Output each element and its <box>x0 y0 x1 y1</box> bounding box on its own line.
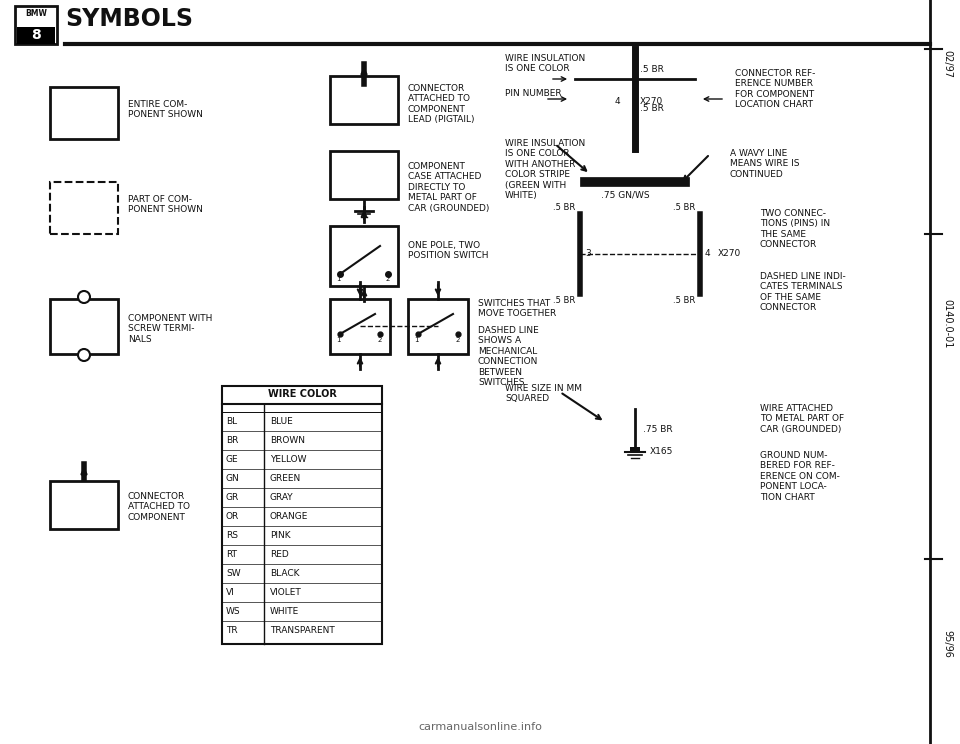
Text: CONNECTOR REF-
ERENCE NUMBER
FOR COMPONENT
LOCATION CHART: CONNECTOR REF- ERENCE NUMBER FOR COMPONE… <box>735 69 815 109</box>
Text: BLACK: BLACK <box>270 569 300 578</box>
Text: WS: WS <box>226 607 241 616</box>
Circle shape <box>78 349 90 361</box>
Bar <box>330 76 398 124</box>
Bar <box>50 299 118 354</box>
Text: A WAVY LINE
MEANS WIRE IS
CONTINUED: A WAVY LINE MEANS WIRE IS CONTINUED <box>730 149 800 179</box>
Circle shape <box>78 291 90 303</box>
Text: OR: OR <box>226 512 239 521</box>
Text: carmanualsonline.info: carmanualsonline.info <box>418 722 542 732</box>
Text: VIOLET: VIOLET <box>270 588 301 597</box>
Text: 02/97: 02/97 <box>942 50 952 78</box>
Text: .75 BR: .75 BR <box>643 425 673 434</box>
Text: TRANSPARENT: TRANSPARENT <box>270 626 335 635</box>
Text: .75 GN/WS: .75 GN/WS <box>601 191 649 200</box>
Text: 1: 1 <box>336 337 340 343</box>
Text: 1: 1 <box>414 337 419 343</box>
Text: WHITE: WHITE <box>270 607 300 616</box>
Bar <box>222 386 382 644</box>
Text: 4: 4 <box>614 97 620 106</box>
Text: 4: 4 <box>705 249 710 258</box>
Text: WIRE COLOR: WIRE COLOR <box>268 389 336 399</box>
Text: GRAY: GRAY <box>270 493 294 502</box>
Text: 0140.0-01: 0140.0-01 <box>942 299 952 349</box>
Bar <box>330 226 398 286</box>
Bar <box>330 299 390 354</box>
Text: GN: GN <box>226 474 240 483</box>
Text: PINK: PINK <box>270 531 291 540</box>
Text: 3: 3 <box>585 249 590 258</box>
Text: CONNECTOR
ATTACHED TO
COMPONENT: CONNECTOR ATTACHED TO COMPONENT <box>128 492 190 522</box>
Text: 2: 2 <box>378 337 382 343</box>
Text: BROWN: BROWN <box>270 436 305 445</box>
Text: 1: 1 <box>336 276 340 282</box>
Text: .5 BR: .5 BR <box>640 65 664 74</box>
Text: .5 BR: .5 BR <box>673 296 695 305</box>
Text: .5 BR: .5 BR <box>553 203 575 212</box>
Text: GE: GE <box>226 455 239 464</box>
Text: BR: BR <box>226 436 238 445</box>
Text: ENTIRE COM-
PONENT SHOWN: ENTIRE COM- PONENT SHOWN <box>128 100 203 119</box>
Text: 2: 2 <box>386 276 390 282</box>
Text: X270: X270 <box>640 97 663 106</box>
Text: 8: 8 <box>31 28 41 42</box>
Text: DASHED LINE
SHOWS A
MECHANICAL
CONNECTION
BETWEEN
SWITCHES: DASHED LINE SHOWS A MECHANICAL CONNECTIO… <box>478 326 539 387</box>
Text: PART OF COM-
PONENT SHOWN: PART OF COM- PONENT SHOWN <box>128 195 203 214</box>
Text: X270: X270 <box>718 249 741 258</box>
Text: .5 BR: .5 BR <box>640 104 664 113</box>
Text: GROUND NUM-
BERED FOR REF-
ERENCE ON COM-
PONENT LOCA-
TION CHART: GROUND NUM- BERED FOR REF- ERENCE ON COM… <box>760 451 840 501</box>
Text: TWO CONNEC-
TIONS (PINS) IN
THE SAME
CONNECTOR: TWO CONNEC- TIONS (PINS) IN THE SAME CON… <box>760 209 830 249</box>
Text: .5 BR: .5 BR <box>553 296 575 305</box>
Bar <box>50 481 118 529</box>
Text: X165: X165 <box>650 447 673 457</box>
Text: 2: 2 <box>456 337 460 343</box>
Bar <box>330 151 398 199</box>
Text: TR: TR <box>226 626 238 635</box>
Text: COMPONENT
CASE ATTACHED
DIRECTLY TO
METAL PART OF
CAR (GROUNDED): COMPONENT CASE ATTACHED DIRECTLY TO META… <box>408 162 490 213</box>
Text: RS: RS <box>226 531 238 540</box>
Text: COMPONENT WITH
SCREW TERMI-
NALS: COMPONENT WITH SCREW TERMI- NALS <box>128 314 212 344</box>
Text: VI: VI <box>226 588 235 597</box>
Bar <box>17 27 55 44</box>
Text: RED: RED <box>270 550 289 559</box>
Bar <box>408 299 468 354</box>
Text: SWITCHES THAT
MOVE TOGETHER: SWITCHES THAT MOVE TOGETHER <box>478 299 556 318</box>
Text: GREEN: GREEN <box>270 474 301 483</box>
Text: ORANGE: ORANGE <box>270 512 308 521</box>
Text: .5 BR: .5 BR <box>673 203 695 212</box>
Bar <box>50 182 118 234</box>
Bar <box>15 6 57 44</box>
Text: WIRE INSULATION
IS ONE COLOR
WITH ANOTHER
COLOR STRIPE
(GREEN WITH
WHITE): WIRE INSULATION IS ONE COLOR WITH ANOTHE… <box>505 139 586 200</box>
Text: 95/96: 95/96 <box>942 630 952 658</box>
Text: CONNECTOR
ATTACHED TO
COMPONENT
LEAD (PIGTAIL): CONNECTOR ATTACHED TO COMPONENT LEAD (PI… <box>408 84 474 124</box>
Bar <box>50 87 118 139</box>
Text: WIRE SIZE IN MM
SQUARED: WIRE SIZE IN MM SQUARED <box>505 384 582 403</box>
Text: YELLOW: YELLOW <box>270 455 306 464</box>
Text: SYMBOLS: SYMBOLS <box>65 7 193 31</box>
Bar <box>630 447 640 452</box>
Text: PIN NUMBER: PIN NUMBER <box>505 89 562 98</box>
Text: WIRE INSULATION
IS ONE COLOR: WIRE INSULATION IS ONE COLOR <box>505 54 586 74</box>
Text: SW: SW <box>226 569 241 578</box>
Text: GR: GR <box>226 493 239 502</box>
Text: DASHED LINE INDI-
CATES TERMINALS
OF THE SAME
CONNECTOR: DASHED LINE INDI- CATES TERMINALS OF THE… <box>760 272 846 312</box>
Text: BL: BL <box>226 417 237 426</box>
Text: BMW: BMW <box>25 9 47 18</box>
Text: WIRE ATTACHED
TO METAL PART OF
CAR (GROUNDED): WIRE ATTACHED TO METAL PART OF CAR (GROU… <box>760 404 844 434</box>
Text: RT: RT <box>226 550 237 559</box>
Text: BLUE: BLUE <box>270 417 293 426</box>
Text: ONE POLE, TWO
POSITION SWITCH: ONE POLE, TWO POSITION SWITCH <box>408 241 489 260</box>
